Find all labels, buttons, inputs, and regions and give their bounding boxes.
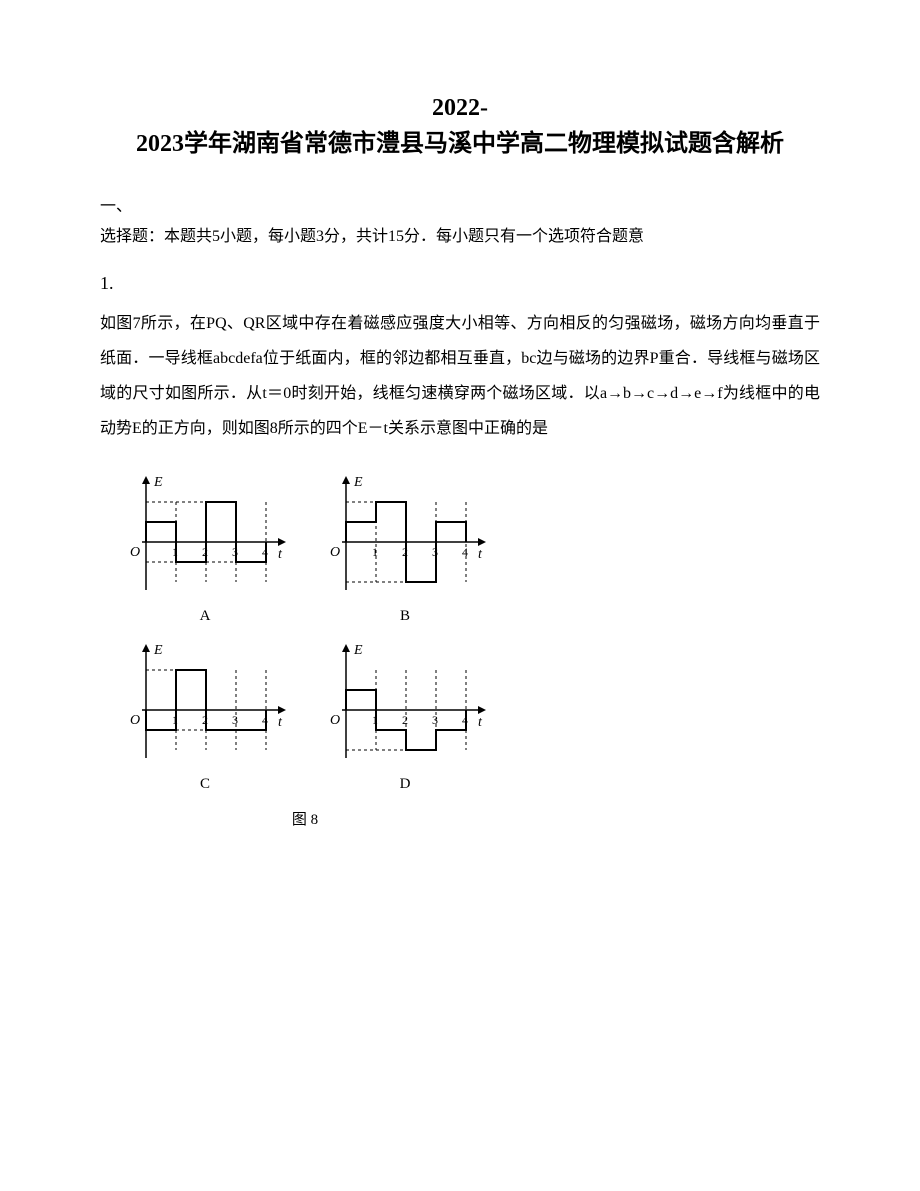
charts-figure: EtO1234 A EtO1234 B EtO1234 C EtO1234 D [120, 472, 520, 793]
chart-row-2: EtO1234 C EtO1234 D [120, 640, 520, 793]
svg-text:t: t [278, 547, 283, 562]
svg-text:4: 4 [462, 545, 468, 559]
chart-row-1: EtO1234 A EtO1234 B [120, 472, 520, 625]
question-text: 如图7所示，在PQ、QR区域中存在着磁感应强度大小相等、方向相反的匀强磁场，磁场… [100, 306, 820, 447]
chart-A-label: A [200, 608, 211, 625]
section-header: 一、 选择题：本题共5小题，每小题3分，共计15分．每小题只有一个选项符合题意 [100, 192, 820, 253]
title-line-1: 2022- [100, 90, 820, 126]
chart-C-label: C [200, 776, 210, 793]
svg-text:3: 3 [432, 713, 438, 727]
svg-text:O: O [330, 545, 340, 560]
chart-D-label: D [400, 776, 411, 793]
svg-text:t: t [478, 715, 483, 730]
svg-text:3: 3 [232, 713, 238, 727]
chart-B-label: B [400, 608, 410, 625]
svg-text:t: t [278, 715, 283, 730]
chart-B-svg: EtO1234 [320, 472, 490, 602]
svg-text:E: E [153, 643, 163, 658]
svg-text:E: E [353, 475, 363, 490]
title-line-2: 2023学年湖南省常德市澧县马溪中学高二物理模拟试题含解析 [100, 126, 820, 162]
chart-D: EtO1234 D [320, 640, 490, 793]
svg-text:O: O [330, 713, 340, 728]
svg-text:t: t [478, 547, 483, 562]
chart-D-svg: EtO1234 [320, 640, 490, 770]
svg-text:E: E [353, 643, 363, 658]
svg-text:O: O [130, 713, 140, 728]
svg-text:O: O [130, 545, 140, 560]
question-number: 1. [100, 273, 820, 294]
chart-A-svg: EtO1234 [120, 472, 290, 602]
chart-C: EtO1234 C [120, 640, 290, 793]
svg-text:E: E [153, 475, 163, 490]
section-label-2: 选择题：本题共5小题，每小题3分，共计15分．每小题只有一个选项符合题意 [100, 222, 820, 252]
svg-text:1: 1 [372, 545, 378, 559]
chart-B: EtO1234 B [320, 472, 490, 625]
section-label-1: 一、 [100, 192, 820, 222]
exam-title: 2022- 2023学年湖南省常德市澧县马溪中学高二物理模拟试题含解析 [100, 90, 820, 162]
figure-caption: 图 8 [120, 808, 490, 829]
svg-text:2: 2 [402, 713, 408, 727]
chart-A: EtO1234 A [120, 472, 290, 625]
chart-C-svg: EtO1234 [120, 640, 290, 770]
